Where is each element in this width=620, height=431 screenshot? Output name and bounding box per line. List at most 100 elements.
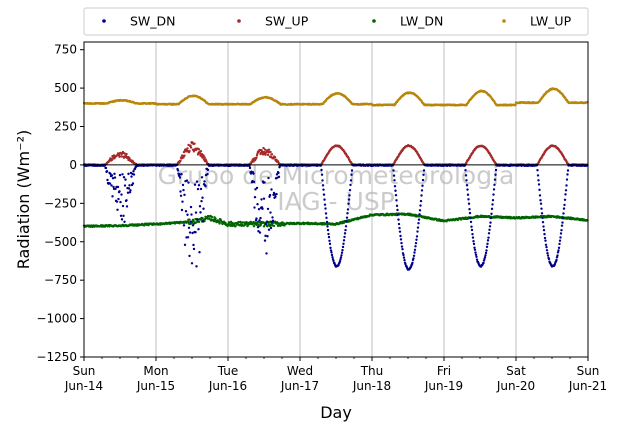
- point-sw-dn: [183, 193, 186, 197]
- point-sw-dn: [422, 169, 426, 172]
- point-sw-dn: [183, 243, 187, 247]
- point-sw-dn: [320, 168, 323, 172]
- point-sw-dn: [198, 205, 202, 208]
- point-sw-dn: [341, 248, 344, 252]
- point-sw-up: [118, 155, 121, 159]
- y-tick-label: 750: [54, 43, 77, 57]
- point-sw-dn: [104, 166, 108, 170]
- point-sw-dn: [264, 234, 267, 238]
- point-sw-dn: [471, 232, 474, 236]
- point-lw-dn: [237, 220, 240, 224]
- point-sw-dn: [541, 220, 545, 224]
- point-sw-dn: [187, 181, 190, 184]
- point-sw-dn: [398, 226, 401, 230]
- point-sw-dn: [325, 220, 329, 224]
- point-lw-dn: [234, 224, 237, 228]
- point-sw-dn: [416, 226, 420, 229]
- point-sw-dn: [191, 231, 194, 235]
- point-sw-dn: [485, 245, 489, 249]
- point-sw-up: [128, 157, 131, 160]
- point-sw-dn: [120, 193, 123, 196]
- point-sw-dn: [557, 249, 560, 252]
- point-sw-dn: [556, 254, 559, 257]
- point-sw-dn: [492, 188, 496, 191]
- point-sw-up: [179, 159, 182, 162]
- point-sw-dn: [180, 208, 184, 212]
- point-sw-dn: [487, 232, 491, 235]
- point-sw-dn: [256, 225, 260, 229]
- point-sw-dn: [265, 220, 269, 223]
- point-sw-dn: [118, 190, 121, 193]
- point-sw-dn: [466, 193, 470, 196]
- point-sw-dn: [277, 175, 281, 179]
- point-sw-dn: [202, 207, 205, 210]
- y-tick-label: −1000: [36, 312, 77, 326]
- point-sw-dn: [260, 198, 263, 201]
- point-sw-dn: [179, 190, 182, 193]
- point-sw-dn: [338, 260, 342, 263]
- point-sw-dn: [275, 192, 278, 196]
- point-sw-dn: [400, 245, 404, 248]
- point-sw-dn: [110, 184, 113, 187]
- point-sw-dn: [415, 238, 418, 241]
- point-sw-dn: [564, 189, 568, 192]
- point-sw-dn: [194, 231, 197, 234]
- point-sw-dn: [190, 262, 194, 265]
- point-sw-dn: [181, 183, 185, 187]
- point-sw-up: [262, 150, 266, 154]
- point-sw-dn: [124, 178, 127, 181]
- point-sw-dn: [261, 207, 264, 211]
- point-sw-dn: [257, 208, 261, 211]
- point-lw-dn: [218, 222, 221, 225]
- legend-label: LW_DN: [400, 14, 443, 29]
- point-sw-dn: [125, 205, 129, 208]
- point-sw-dn: [332, 259, 335, 263]
- point-sw-dn: [187, 226, 191, 230]
- legend-marker: [102, 19, 106, 23]
- point-sw-dn: [206, 168, 210, 172]
- point-sw-dn: [111, 176, 115, 180]
- x-tick-day: Thu: [360, 364, 384, 378]
- point-sw-dn: [190, 213, 193, 216]
- point-sw-dn: [402, 256, 406, 259]
- point-sw-up: [197, 148, 201, 151]
- y-tick-label: −250: [44, 196, 77, 210]
- point-sw-dn: [538, 188, 541, 192]
- point-sw-dn: [417, 221, 420, 225]
- point-lw-dn: [206, 217, 209, 220]
- point-sw-dn: [393, 179, 396, 182]
- point-sw-dn: [562, 207, 566, 210]
- point-sw-dn: [111, 195, 114, 198]
- point-sw-dn: [566, 173, 569, 176]
- point-sw-dn: [487, 236, 490, 239]
- point-sw-dn: [274, 195, 277, 198]
- point-sw-dn: [484, 254, 487, 257]
- point-sw-dn: [189, 205, 193, 209]
- point-sw-dn: [559, 236, 562, 239]
- point-sw-dn: [181, 200, 184, 203]
- y-tick-label: 250: [54, 120, 77, 134]
- series-group: [82, 87, 589, 271]
- point-sw-dn: [252, 180, 256, 184]
- point-sw-up: [199, 150, 203, 153]
- point-sw-dn: [482, 261, 485, 265]
- point-sw-dn: [493, 178, 497, 181]
- point-sw-dn: [178, 173, 181, 176]
- point-sw-dn: [192, 247, 196, 251]
- point-sw-dn: [412, 254, 416, 257]
- point-sw-dn: [537, 183, 541, 186]
- point-lw-dn: [252, 224, 256, 228]
- point-sw-dn: [558, 239, 562, 242]
- point-sw-dn: [345, 220, 348, 223]
- point-sw-dn: [339, 258, 342, 261]
- point-sw-dn: [563, 198, 567, 201]
- point-sw-dn: [464, 169, 467, 172]
- point-lw-dn: [266, 224, 269, 228]
- point-sw-dn: [561, 221, 564, 224]
- point-sw-dn: [399, 234, 402, 238]
- point-sw-dn: [263, 181, 266, 184]
- x-tick-date: Jun-20: [496, 379, 535, 393]
- legend-label: LW_UP: [530, 14, 572, 29]
- point-sw-up: [125, 152, 128, 156]
